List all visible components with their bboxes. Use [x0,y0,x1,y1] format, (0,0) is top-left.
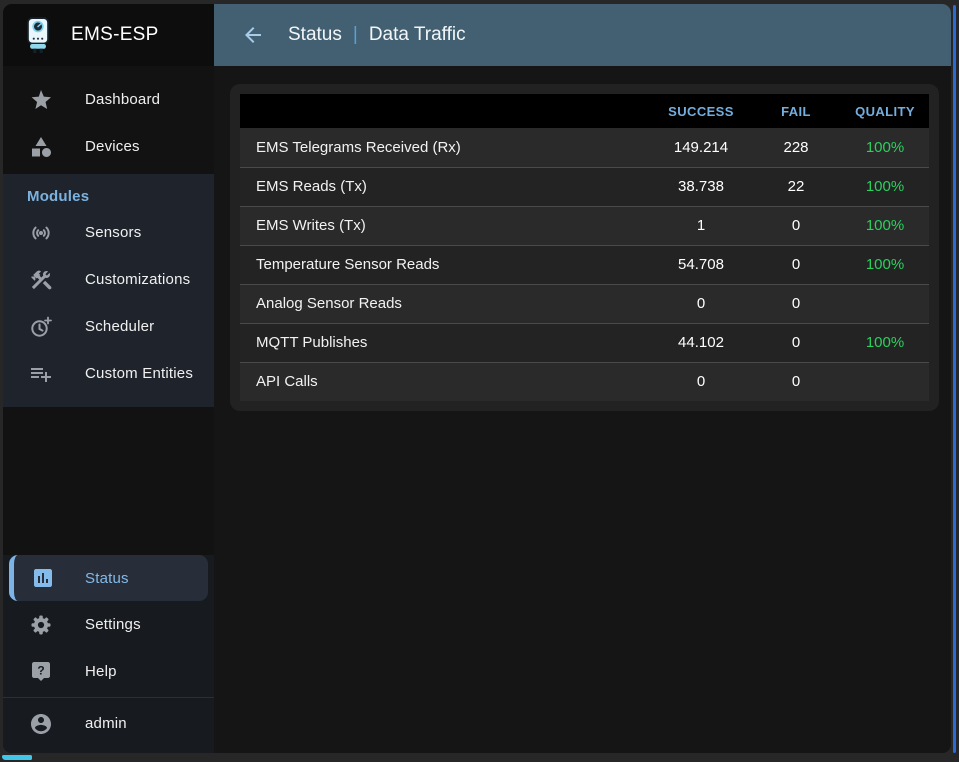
column-header-success: SUCCESS [651,94,751,128]
page-title-page: Data Traffic [368,24,466,45]
sidebar-modules-section: Modules Sensors [3,174,214,407]
sidebar-top-section: Dashboard Devices [3,66,214,174]
account-icon [29,712,53,736]
sidebar-item-customizations[interactable]: Customizations [3,256,214,303]
window-focus-edge [953,5,956,753]
sidebar-item-admin[interactable]: admin [3,700,214,747]
fail-value: 22 [787,178,805,195]
window-accent-glow [2,755,32,760]
back-button[interactable] [240,22,266,48]
quality-value: 100% [865,217,905,234]
quality-value: 100% [865,334,905,351]
sidebar: Dashboard Devices Modules [3,66,214,753]
page-title-separator: | [352,24,358,45]
modules-section-header: Modules [27,188,90,205]
sidebar-item-dashboard[interactable]: Dashboard [3,76,214,123]
help-bubble-icon: ? [29,660,53,684]
table-row: Temperature Sensor Reads 54.708 0 100% [240,245,929,284]
sidebar-spacer [3,407,214,555]
boiler-logo-icon [23,16,53,54]
gear-icon [29,613,53,637]
table-header-row: SUCCESS FAIL QUALITY [240,94,929,128]
metric-label: EMS Reads (Tx) [256,178,367,195]
quality-value [841,284,929,323]
fail-value: 228 [783,138,809,156]
sidebar-item-label: Settings [85,616,141,633]
quality-value: 100% [865,138,905,156]
fail-value: 0 [791,217,801,234]
sidebar-item-label: Custom Entities [85,365,194,382]
quality-value [841,362,929,401]
appbar: Status | Data Traffic [214,4,951,66]
success-value: 0 [696,373,706,391]
metric-label: MQTT Publishes [256,334,368,351]
table-row: MQTT Publishes 44.102 0 100% [240,323,929,362]
quality-value: 100% [865,178,905,195]
column-header-metric [240,94,651,128]
metric-label: EMS Telegrams Received (Rx) [256,138,461,156]
app-title: EMS-ESP [71,24,159,45]
quality-value: 100% [865,256,905,273]
success-value: 0 [696,295,706,312]
metric-label: Analog Sensor Reads [256,295,402,312]
data-traffic-card: SUCCESS FAIL QUALITY EMS Telegrams Recei… [230,84,939,411]
playlist-add-icon [29,362,53,386]
success-value: 44.102 [678,334,724,351]
metric-label: EMS Writes (Tx) [256,217,366,234]
success-value: 38.738 [678,178,724,195]
sidebar-item-label: admin [85,715,127,732]
metric-label: Temperature Sensor Reads [256,256,440,273]
fail-value: 0 [791,334,801,351]
table-row: Analog Sensor Reads 0 0 [240,284,929,323]
sidebar-item-status[interactable]: Status [9,555,208,601]
data-traffic-table: SUCCESS FAIL QUALITY EMS Telegrams Recei… [240,94,929,401]
fail-value: 0 [791,373,801,391]
tools-icon [29,268,53,292]
sidebar-item-label: Help [85,663,117,680]
svg-text:?: ? [37,663,44,677]
column-header-fail: FAIL [751,94,841,128]
page-title-section: Status [288,24,342,45]
sidebar-divider [3,697,214,700]
sensors-icon [29,221,53,245]
fail-value: 0 [791,256,801,273]
star-icon [29,88,53,112]
success-value: 54.708 [678,256,724,273]
sidebar-item-label: Sensors [85,224,142,241]
clock-plus-icon [29,315,53,339]
table-row: API Calls 0 0 [240,362,929,401]
sidebar-item-label: Customizations [85,271,191,288]
brand-bar: EMS-ESP [3,4,214,66]
sidebar-item-sensors[interactable]: Sensors [3,209,214,256]
success-value: 149.214 [673,138,729,156]
metric-label: API Calls [256,373,318,391]
fail-value: 0 [791,295,801,312]
sidebar-item-label: Status [85,569,129,587]
sidebar-item-label: Scheduler [85,318,155,335]
sidebar-item-devices[interactable]: Devices [3,123,214,170]
page-title: Status | Data Traffic [288,24,466,46]
table-row: EMS Writes (Tx) 1 0 100% [240,206,929,245]
success-value: 1 [696,217,706,234]
sidebar-item-settings[interactable]: Settings [3,601,214,648]
sidebar-bottom-section: Status [3,555,214,753]
sidebar-item-custom-entities[interactable]: Custom Entities [3,350,214,397]
table-row: EMS Telegrams Received (Rx) 149.214 228 … [240,128,929,167]
sidebar-item-label: Dashboard [85,91,161,108]
sidebar-item-help[interactable]: ? Help [3,648,214,695]
sidebar-item-scheduler[interactable]: Scheduler [3,303,214,350]
app-window: EMS-ESP Status | Data Traffic [3,4,951,753]
column-header-quality: QUALITY [841,94,929,128]
category-icon [29,135,53,159]
table-row: EMS Reads (Tx) 38.738 22 100% [240,167,929,206]
bar-chart-icon [31,566,55,590]
sidebar-item-label: Devices [85,138,140,155]
main-content: SUCCESS FAIL QUALITY EMS Telegrams Recei… [214,66,951,753]
